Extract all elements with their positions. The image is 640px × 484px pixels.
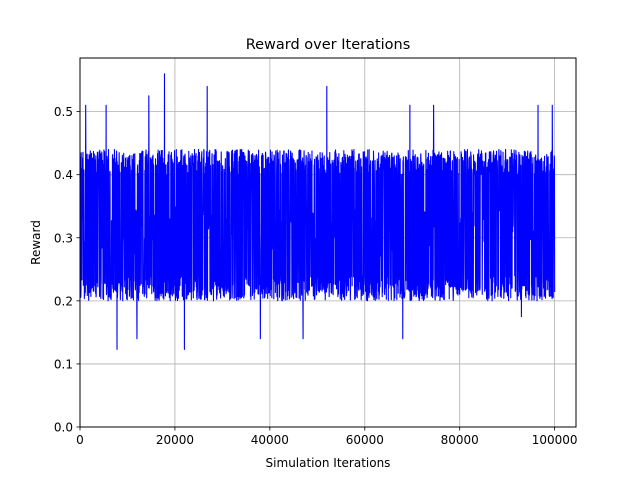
x-tick-label: 40000 <box>251 433 289 447</box>
x-tick-label: 80000 <box>441 433 479 447</box>
series-layer <box>80 73 556 350</box>
y-tick-label: 0.0 <box>54 421 73 435</box>
y-tick-label: 0.3 <box>54 231 73 245</box>
y-tick-label: 0.2 <box>54 294 73 308</box>
x-tick-label: 60000 <box>346 433 384 447</box>
y-tick-label: 0.4 <box>54 168 73 182</box>
y-tick-label: 0.1 <box>54 357 73 371</box>
x-tick-label: 20000 <box>156 433 194 447</box>
x-tick-label: 100000 <box>532 433 578 447</box>
x-axis-label: Simulation Iterations <box>266 456 391 470</box>
reward-series-line <box>80 73 556 350</box>
y-axis-label: Reward <box>29 220 43 265</box>
chart-title: Reward over Iterations <box>246 37 411 53</box>
plot-area <box>80 73 556 350</box>
x-axis-ticks: 0 20000 40000 60000 80000 100000 <box>76 427 578 447</box>
plot-frame <box>79 57 577 428</box>
y-axis-ticks: 0.0 0.1 0.2 0.3 0.4 0.5 <box>54 105 80 435</box>
x-tick-label: 0 <box>76 433 84 447</box>
y-tick-label: 0.5 <box>54 105 73 119</box>
